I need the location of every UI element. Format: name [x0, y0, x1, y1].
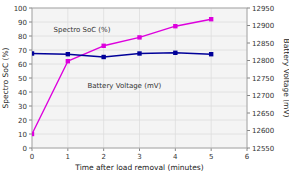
y-tick-label: 60 — [18, 61, 27, 69]
y-tick-label: 30 — [18, 103, 27, 111]
y2-tick — [247, 78, 250, 79]
y-tick-label: 10 — [18, 131, 27, 139]
y2-axis-label: Battery Voltage (mV) — [282, 39, 289, 118]
x-tick-label: 0 — [30, 153, 34, 161]
y-tick-label: 80 — [18, 33, 27, 41]
y2-tick-label: 12650 — [252, 110, 274, 118]
grid-line-y — [32, 78, 247, 79]
x-tick — [175, 148, 176, 151]
chart: 0123456010203040506070809010012550126001… — [0, 0, 289, 174]
x-tick-label: 4 — [173, 153, 178, 161]
annotation: Spectro SoC (%) — [54, 26, 111, 34]
annotation: Battery Voltage (mV) — [88, 82, 162, 90]
y2-tick-label: 12600 — [252, 127, 274, 135]
x-tick — [32, 148, 33, 151]
y-axis-label: Spectro SoC (%) — [1, 47, 10, 108]
y-tick-label: 90 — [18, 19, 27, 27]
point-marker — [32, 132, 34, 136]
x-tick — [67, 148, 68, 151]
y2-tick — [247, 95, 250, 96]
series-group — [32, 17, 213, 136]
y-tick-label: 50 — [18, 75, 27, 83]
y-tick — [29, 106, 32, 107]
y-tick — [29, 78, 32, 79]
plot-background — [32, 8, 247, 148]
y-tick — [29, 92, 32, 93]
grid-line-y — [32, 22, 247, 23]
point-marker — [173, 51, 177, 55]
point-marker — [101, 55, 105, 59]
y-tick — [29, 134, 32, 135]
x-tick-label: 5 — [209, 153, 213, 161]
y-tick-label: 100 — [14, 5, 27, 13]
grid-line-y — [32, 134, 247, 135]
grid-line-y — [32, 92, 247, 93]
grid-line-y — [32, 50, 247, 51]
point-marker — [173, 24, 177, 28]
y2-tick-label: 12550 — [252, 145, 274, 153]
y2-tick — [247, 113, 250, 114]
y2-tick — [247, 148, 250, 149]
x-tick-label: 2 — [101, 153, 105, 161]
series-line — [32, 19, 211, 134]
x-tick-label: 3 — [137, 153, 141, 161]
y2-tick-label: 12850 — [252, 40, 274, 48]
point-marker — [209, 17, 213, 21]
y-tick — [29, 36, 32, 37]
x-tick-label: 6 — [245, 153, 250, 161]
y2-tick — [247, 43, 250, 44]
y-tick — [29, 148, 32, 149]
x-tick-label: 1 — [66, 153, 70, 161]
grid-line-y — [32, 120, 247, 121]
y-tick-label: 20 — [18, 117, 27, 125]
y2-tick-label: 12750 — [252, 75, 274, 83]
y2-tick-label: 12950 — [252, 5, 274, 13]
y-tick-label: 0 — [23, 145, 27, 153]
y2-tick-label: 12900 — [252, 22, 274, 30]
y2-tick — [247, 25, 250, 26]
x-tick — [103, 148, 104, 151]
y2-tick — [247, 60, 250, 61]
point-marker — [66, 59, 70, 63]
y2-tick — [247, 130, 250, 131]
y2-tick-label: 12800 — [252, 57, 274, 65]
x-tick — [139, 148, 140, 151]
grid-line-y — [32, 64, 247, 65]
y-tick — [29, 120, 32, 121]
x-tick — [211, 148, 212, 151]
x-axis-label: Time after load removal (minutes) — [74, 163, 203, 172]
y-tick — [29, 22, 32, 23]
point-marker — [137, 51, 141, 55]
series-line — [32, 53, 211, 57]
y-tick-label: 70 — [18, 47, 27, 55]
y2-tick-label: 12700 — [252, 92, 274, 100]
grid-line-y — [32, 106, 247, 107]
point-marker — [209, 52, 213, 56]
y-tick-label: 40 — [18, 89, 27, 97]
point-marker — [66, 52, 70, 56]
point-marker — [137, 35, 141, 39]
point-marker — [32, 51, 34, 55]
y-tick — [29, 50, 32, 51]
y-tick — [29, 64, 32, 65]
point-marker — [101, 44, 105, 48]
y-tick — [29, 8, 32, 9]
x-tick — [247, 148, 248, 151]
y2-tick — [247, 8, 250, 9]
plot-frame — [32, 8, 247, 148]
